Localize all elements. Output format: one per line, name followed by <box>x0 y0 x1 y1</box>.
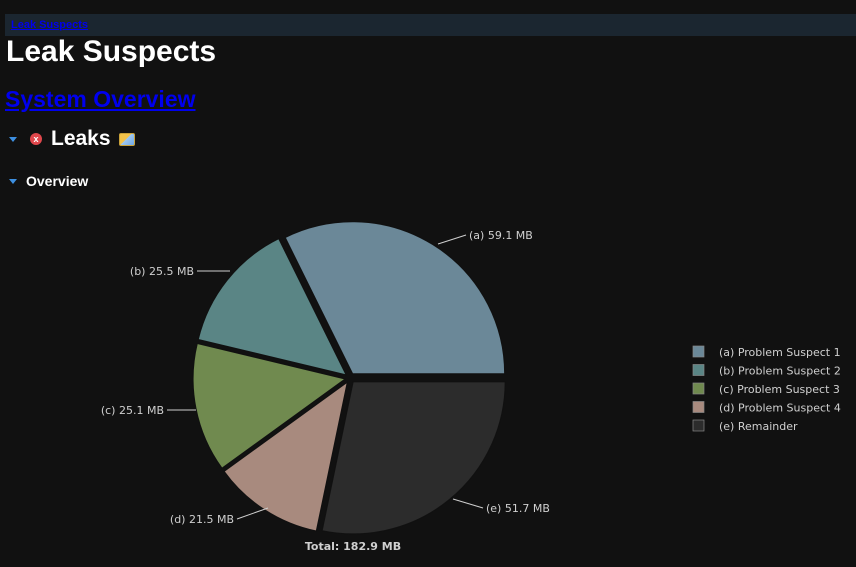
legend-swatch <box>692 345 705 358</box>
slice-label: (b) 25.5 MB <box>130 265 194 278</box>
caret-down-icon[interactable] <box>9 136 17 142</box>
slice-label: (a) 59.1 MB <box>469 229 533 242</box>
pie-slice[interactable] <box>321 381 506 535</box>
legend-entry: (e) Remainder <box>719 420 798 433</box>
legend-entry: (b) Problem Suspect 2 <box>719 365 841 378</box>
pie-slice[interactable] <box>192 342 347 469</box>
caret-down-icon[interactable] <box>9 178 17 184</box>
leaks-section-header[interactable]: x Leaks <box>9 127 135 151</box>
slice-label-leader <box>452 498 484 509</box>
system-overview-link[interactable]: System Overview <box>5 86 196 112</box>
slice-label-leader <box>437 234 467 245</box>
overview-section-header[interactable]: Overview <box>9 173 88 189</box>
pie-slice[interactable] <box>284 221 506 375</box>
error-icon: x <box>30 133 42 145</box>
total-label: Total: 182.9 MB <box>305 540 401 553</box>
pie-slice[interactable] <box>197 237 348 376</box>
overview-title: Overview <box>26 173 89 189</box>
legend-entry: (d) Problem Suspect 4 <box>719 402 841 415</box>
slice-label: (e) 51.7 MB <box>486 502 550 515</box>
breadcrumb-link-leak-suspects[interactable]: Leak Suspects <box>11 19 89 31</box>
legend-swatch <box>692 419 705 432</box>
page-title: Leak Suspects <box>6 35 217 68</box>
legend-swatch <box>692 382 705 395</box>
leaks-title: Leaks <box>51 127 111 150</box>
legend-entry: (c) Problem Suspect 3 <box>719 383 840 396</box>
breadcrumb: Leak Suspects <box>5 14 856 36</box>
legend-entry: (a) Problem Suspect 1 <box>719 346 841 359</box>
slice-label-leader <box>236 507 269 520</box>
pie-slice[interactable] <box>223 381 349 532</box>
legend-swatch <box>692 364 705 376</box>
slice-label: (c) 25.1 MB <box>101 404 164 417</box>
slice-label: (d) 21.5 MB <box>170 513 234 526</box>
legend-swatch <box>692 401 705 413</box>
details-icon[interactable] <box>118 132 135 146</box>
